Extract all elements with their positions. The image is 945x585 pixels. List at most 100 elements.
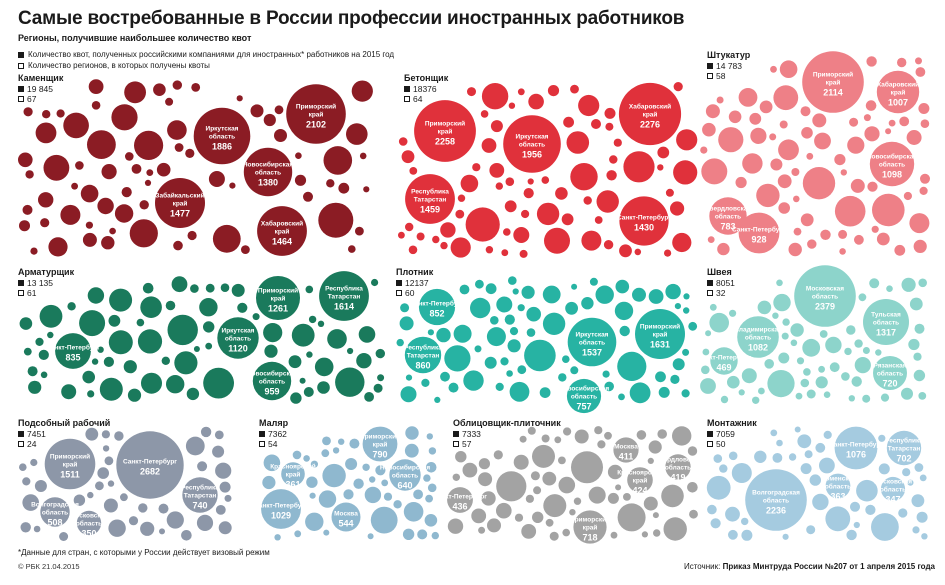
- region-bubble: [71, 182, 78, 190]
- total-quotas: 7362: [268, 429, 287, 439]
- region-bubble: [916, 511, 928, 523]
- region-bubble: [596, 190, 619, 213]
- region-bubble: [615, 279, 630, 294]
- region-bubble: [156, 162, 171, 177]
- bubble-label: Московская область 2379: [806, 286, 844, 312]
- region-bubble: [532, 511, 544, 523]
- region-bubble: [818, 365, 825, 373]
- region-bubble: [728, 529, 738, 540]
- region-bubble: [108, 314, 121, 327]
- region-bubble: [440, 241, 448, 250]
- region-bubble: [555, 187, 568, 200]
- region-bubble: [885, 128, 892, 135]
- region-bubble: [897, 57, 907, 68]
- labeled-region-bubble: [503, 115, 561, 173]
- region-bubble: [605, 122, 614, 131]
- region-bubble: [689, 509, 698, 519]
- region-bubble: [136, 318, 145, 327]
- region-bubble: [702, 122, 716, 137]
- region-bubble: [865, 504, 876, 515]
- region-bubble: [769, 133, 777, 141]
- region-bubble: [867, 181, 878, 192]
- region-bubble: [858, 293, 867, 302]
- region-bubble: [212, 445, 225, 458]
- regions-count: 61: [27, 288, 37, 298]
- region-bubble: [643, 496, 658, 511]
- region-bubble: [880, 393, 890, 402]
- region-bubble: [532, 444, 555, 468]
- region-bubble: [200, 426, 212, 438]
- region-bubble: [478, 458, 490, 470]
- region-bubble: [294, 174, 307, 186]
- region-bubble: [653, 529, 661, 537]
- region-bubble: [913, 352, 922, 361]
- region-bubble: [779, 60, 798, 78]
- panel-header: Бетонщик 18376 64: [404, 73, 448, 104]
- region-bubble: [413, 489, 423, 500]
- region-bubble: [459, 284, 470, 295]
- region-bubble: [519, 249, 528, 258]
- region-bubble: [97, 197, 114, 215]
- region-bubble: [866, 56, 877, 67]
- region-bubble: [310, 460, 318, 468]
- region-bubble: [512, 288, 519, 295]
- total-quotas: 13 135: [27, 278, 53, 288]
- region-bubble: [63, 112, 89, 139]
- region-bubble: [570, 366, 579, 375]
- region-bubble: [563, 427, 572, 436]
- region-bubble: [400, 303, 410, 313]
- labeled-region-bubble: [252, 361, 292, 401]
- region-bubble: [323, 146, 353, 175]
- region-bubble: [749, 112, 762, 125]
- region-bubble: [305, 285, 314, 294]
- region-bubble: [578, 94, 600, 117]
- region-bubble: [838, 229, 848, 239]
- labeled-region-bubble: [745, 469, 807, 531]
- region-bubble: [750, 127, 767, 144]
- region-bubble: [920, 173, 930, 184]
- region-bubble: [167, 120, 187, 140]
- region-bubble: [681, 389, 690, 398]
- region-bubble: [539, 387, 551, 398]
- region-bubble: [670, 201, 685, 216]
- empty-square-icon: [396, 290, 402, 296]
- region-bubble: [526, 306, 541, 322]
- region-bubble: [570, 163, 598, 191]
- region-bubble: [839, 248, 846, 255]
- empty-square-icon: [707, 290, 713, 296]
- empty-square-icon: [707, 73, 713, 79]
- region-bubble: [369, 476, 376, 483]
- region-bubble: [346, 123, 368, 145]
- region-bubble: [846, 325, 856, 335]
- region-bubble: [549, 531, 559, 541]
- labeled-region-bubble: [567, 317, 617, 367]
- region-bubble: [610, 531, 618, 539]
- panel-header: Штукатур 14 783 58: [707, 50, 750, 81]
- region-bubble: [504, 314, 515, 325]
- region-bubble: [778, 202, 790, 214]
- region-bubble: [569, 509, 576, 516]
- bubble-label: Приморский край 2258: [425, 120, 465, 147]
- region-bubble: [648, 440, 662, 454]
- region-bubble: [561, 213, 574, 226]
- region-bubble: [158, 503, 169, 514]
- region-bubble: [109, 227, 116, 235]
- region-bubble: [806, 389, 816, 399]
- region-bubble: [770, 158, 783, 171]
- region-bubble: [782, 533, 789, 540]
- bubble-label: Иркутская область 1886: [206, 126, 239, 152]
- region-bubble: [800, 106, 811, 117]
- region-bubble: [134, 130, 164, 160]
- region-bubble: [544, 227, 570, 254]
- region-bubble: [292, 450, 302, 460]
- region-bubble: [517, 304, 525, 312]
- region-bubble: [903, 191, 913, 201]
- region-bubble: [773, 293, 791, 312]
- region-bubble: [807, 239, 817, 249]
- region-bubble: [262, 475, 276, 490]
- region-bubble: [493, 450, 503, 460]
- labeled-region-bubble: [44, 438, 96, 490]
- region-bubble: [363, 186, 370, 193]
- region-bubble: [358, 326, 376, 343]
- region-bubble: [161, 356, 170, 365]
